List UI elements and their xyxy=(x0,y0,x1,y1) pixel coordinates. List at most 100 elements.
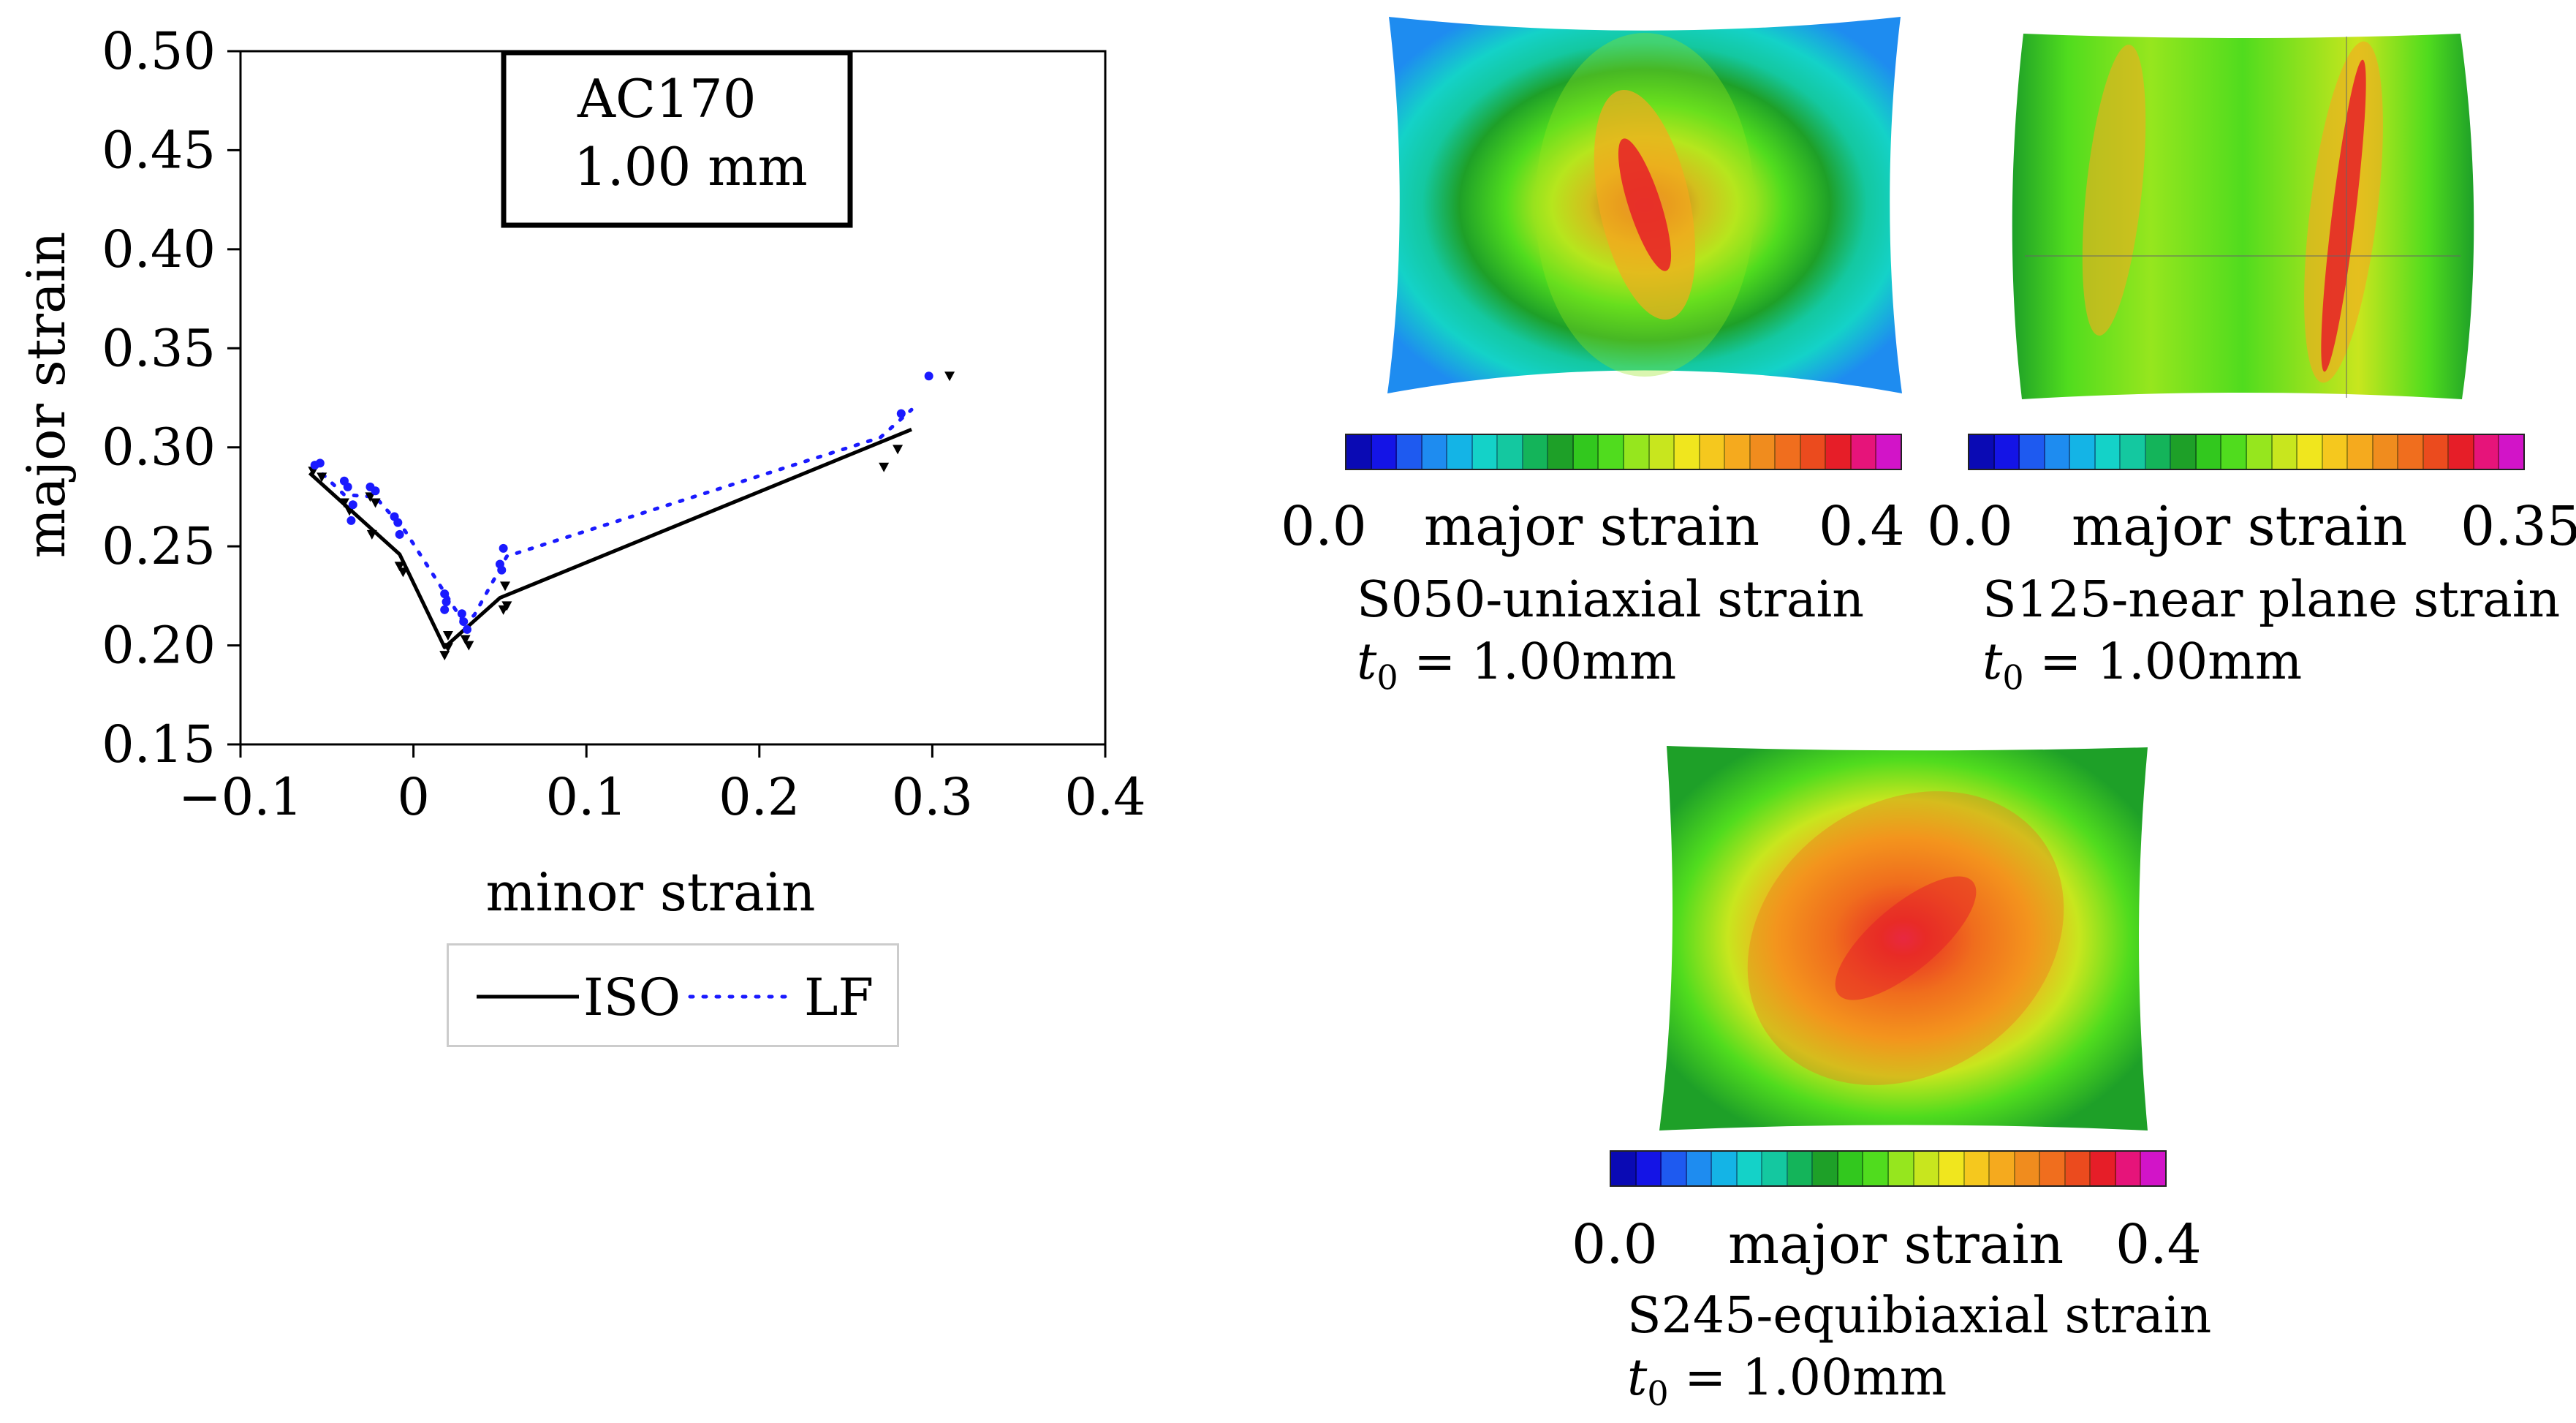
data-point-iso xyxy=(394,562,405,572)
colorbar-segment xyxy=(2121,435,2146,469)
data-point-iso xyxy=(442,643,453,653)
data-point-iso xyxy=(893,445,904,455)
colorbar-segment xyxy=(1725,435,1751,469)
specimen-uniaxial-strain-map xyxy=(1374,13,1915,399)
colorbar-segment xyxy=(2297,435,2323,469)
data-point-lf xyxy=(440,589,450,599)
data-point-lf xyxy=(343,482,352,491)
colorbar-segment xyxy=(2449,435,2474,469)
colorbar-segment xyxy=(2423,435,2450,469)
colorbar-segment xyxy=(2145,435,2172,469)
y-tick-label: 0.20 xyxy=(102,616,216,676)
colorbar-segment xyxy=(2247,435,2273,469)
colorbar-uniaxial-label: major strain xyxy=(1424,495,1760,558)
colorbar-segment xyxy=(1964,1152,1990,1185)
y-tick-label: 0.15 xyxy=(102,714,216,774)
colorbar-segment xyxy=(1447,435,1473,469)
colorbar-equibiaxial xyxy=(1610,1150,2167,1187)
colorbar-segment xyxy=(1700,435,1726,469)
data-point-iso xyxy=(879,462,890,472)
colorbar-segment xyxy=(1762,1152,1788,1185)
title-box xyxy=(501,50,853,228)
colorbar-segment xyxy=(1990,1152,2015,1185)
colorbar-segment xyxy=(1939,1152,1965,1185)
x-tick-label: 0 xyxy=(397,767,430,827)
colorbar-segment xyxy=(2474,435,2500,469)
data-point-iso xyxy=(370,498,381,508)
colorbar-segment xyxy=(1675,435,1700,469)
colorbar-segment xyxy=(1472,435,1499,469)
chart-thickness: 1.00 mm xyxy=(574,136,808,197)
colorbar-segment xyxy=(1969,435,1995,469)
colorbar-segment xyxy=(2196,435,2222,469)
colorbar-segment xyxy=(1498,435,1523,469)
colorbar-segment xyxy=(1548,435,1574,469)
colorbar-segment xyxy=(2398,435,2424,469)
caption-uniaxial-thickness: t0 = 1.00mm xyxy=(1357,633,1677,698)
data-point-lf xyxy=(371,486,380,496)
data-point-iso xyxy=(365,492,376,502)
data-point-lf xyxy=(459,617,469,627)
data-point-lf xyxy=(315,458,325,468)
legend-iso-swatch xyxy=(477,994,579,999)
data-point-iso xyxy=(501,601,512,611)
colorbar-near-plane-min: 0.0 xyxy=(1927,495,2013,558)
colorbar-segment xyxy=(2115,1152,2142,1185)
strain-chart: −0.1 0 0.1 0.2 0.3 0.4 0.15 0.20 0.25 0.30 0.35 0.4… xyxy=(15,21,1146,923)
data-point-iso xyxy=(442,631,453,641)
caption-uniaxial-name: S050-uniaxial strain xyxy=(1357,571,1865,629)
legend-lf-swatch xyxy=(688,994,796,999)
data-point-iso xyxy=(460,635,471,645)
colorbar-near-plane xyxy=(1968,434,2525,470)
colorbar-segment xyxy=(2348,435,2374,469)
colorbar-uniaxial-max: 0.4 xyxy=(1819,495,1905,558)
specimen-equibiaxial-strain-map xyxy=(1653,744,2158,1133)
data-point-iso xyxy=(317,472,327,483)
colorbar-segment xyxy=(1636,1152,1662,1185)
colorbar-segment xyxy=(1599,435,1625,469)
colorbar-segment xyxy=(1397,435,1423,469)
caption-near-plane-name: S125-near plane strain xyxy=(1982,571,2561,629)
specimen-near-plane-strain-map xyxy=(2003,29,2478,405)
colorbar-segment xyxy=(2091,1152,2116,1185)
legend: ISO LF xyxy=(447,943,899,1047)
colorbar-uniaxial-min: 0.0 xyxy=(1281,495,1367,558)
data-point-iso xyxy=(366,529,377,540)
colorbar-segment xyxy=(1863,1152,1890,1185)
colorbar-segment xyxy=(1737,1152,1763,1185)
colorbar-segment xyxy=(1750,435,1776,469)
colorbar-segment xyxy=(2040,1152,2066,1185)
y-tick-label: 0.25 xyxy=(102,516,216,576)
colorbar-segment xyxy=(1787,1152,1814,1185)
colorbar-segment xyxy=(2015,1152,2041,1185)
caption-equibiaxial: S245-equibiaxial strain t0 = 1.00mm xyxy=(1627,1285,2211,1415)
data-point-lf xyxy=(457,609,466,619)
series-line-lf xyxy=(311,407,914,622)
chart-title: AC170 xyxy=(577,68,757,129)
colorbar-segment xyxy=(1573,435,1599,469)
data-point-iso xyxy=(944,371,955,382)
colorbar-segment xyxy=(1994,435,2020,469)
data-point-lf xyxy=(346,516,356,525)
data-point-iso xyxy=(463,641,474,651)
data-point-iso xyxy=(398,567,409,578)
colorbar-near-plane-label: major strain xyxy=(2072,495,2408,558)
colorbar-segment xyxy=(2373,435,2399,469)
caption-uniaxial: S050-uniaxial strain t0 = 1.00mm xyxy=(1357,569,1864,699)
colorbar-uniaxial xyxy=(1345,434,1902,470)
colorbar-segment xyxy=(1686,1152,1713,1185)
data-point-iso xyxy=(338,498,349,508)
data-point-lf xyxy=(497,565,507,575)
colorbar-equibiaxial-min: 0.0 xyxy=(1572,1213,1658,1276)
data-point-lf xyxy=(462,624,471,634)
colorbar-segment xyxy=(1800,435,1827,469)
colorbar-segment xyxy=(1776,435,1801,469)
colorbar-segment xyxy=(1851,435,1877,469)
colorbar-segment xyxy=(2070,435,2096,469)
y-tick-label: 0.45 xyxy=(102,120,216,180)
y-tick-label: 0.35 xyxy=(102,318,216,378)
caption-near-plane: S125-near plane strain t0 = 1.00mm xyxy=(1982,569,2560,699)
colorbar-segment xyxy=(1826,435,1852,469)
colorbar-segment xyxy=(1422,435,1448,469)
colorbar-segment xyxy=(1523,435,1549,469)
